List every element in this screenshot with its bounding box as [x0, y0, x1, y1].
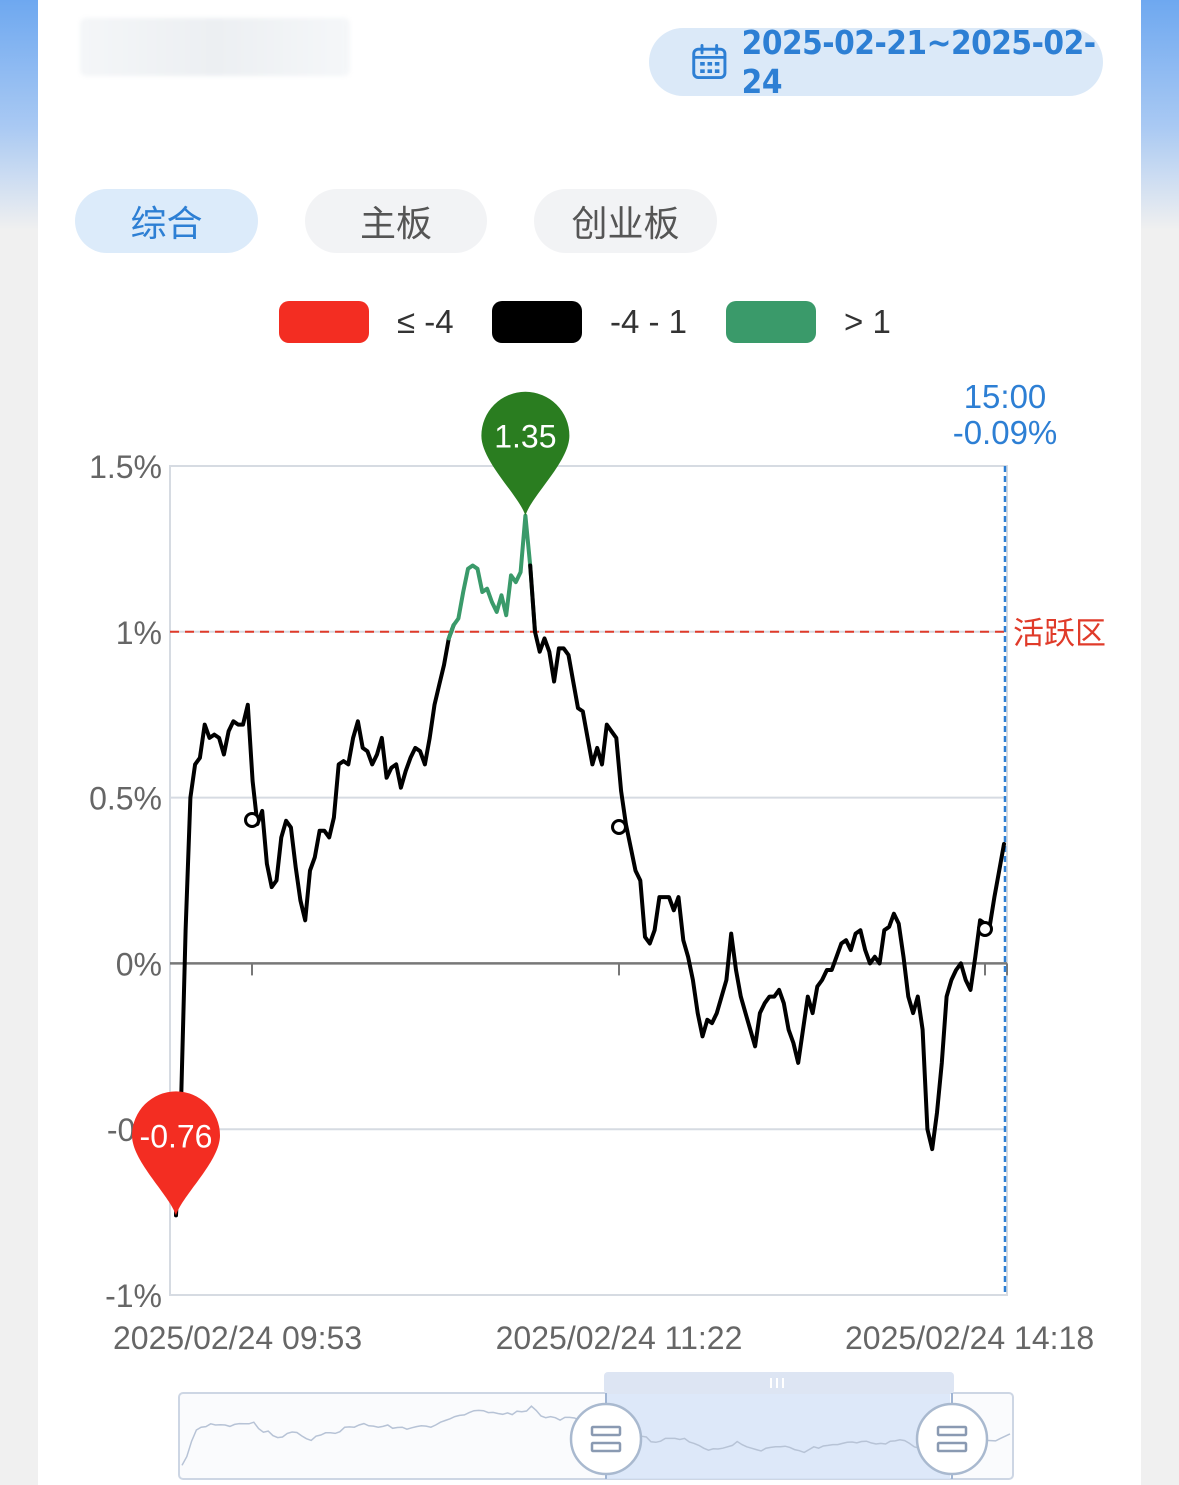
- max-marker-label: 1.35: [494, 419, 556, 455]
- calendar-icon: [692, 44, 727, 80]
- legend-swatch-red: [279, 301, 369, 343]
- series-line-active: [446, 513, 537, 641]
- handle-grip: [936, 1441, 968, 1453]
- date-range-text: 2025-02-21~2025-02-24: [741, 23, 1096, 101]
- legend-item-high[interactable]: > 1: [726, 300, 891, 344]
- max-marker-pin: [481, 391, 570, 516]
- legend-swatch-black: [492, 301, 582, 343]
- legend-label: -4 - 1: [610, 303, 688, 340]
- legend-item-low[interactable]: ≤ -4: [279, 300, 454, 344]
- legend-label: > 1: [844, 303, 891, 340]
- min-marker-pin: [132, 1091, 220, 1216]
- handle-grip: [590, 1441, 622, 1453]
- series-line-normal: [528, 563, 1006, 1152]
- tab-main-board[interactable]: 主板: [305, 189, 487, 253]
- y-tick-label: 1%: [116, 615, 162, 651]
- tab-composite[interactable]: 综合: [75, 189, 258, 253]
- active-zone-label: 活跃区: [1013, 616, 1106, 652]
- x-tick-label: 2025/02/24 09:53: [113, 1320, 362, 1356]
- point-marker: [977, 921, 993, 937]
- point-marker: [611, 819, 627, 835]
- blurred-title: [80, 18, 350, 76]
- min-marker-label: -0.76: [140, 1118, 213, 1154]
- series-line-normal: [174, 623, 456, 1218]
- y-tick-label: 0%: [116, 946, 162, 982]
- legend-item-mid[interactable]: -4 - 1: [492, 300, 687, 344]
- legend-label: ≤ -4: [397, 303, 454, 340]
- x-tick-label: 2025/02/24 11:22: [496, 1320, 743, 1356]
- x-tick-label: 2025/02/24 14:18: [845, 1320, 1094, 1356]
- y-tick-label: 0.5%: [89, 781, 162, 817]
- handle-grip: [936, 1425, 968, 1437]
- crosshair-value: -0.09%: [953, 414, 1058, 451]
- drag-handle-icon[interactable]: [569, 1402, 643, 1476]
- legend-swatch-green: [726, 301, 816, 343]
- y-tick-label: 1.5%: [89, 449, 162, 485]
- zoom-slider-selection: [606, 1393, 950, 1479]
- handle-grip: [590, 1425, 622, 1437]
- plot-frame: [169, 465, 1008, 1296]
- zoom-slider-bar: [604, 1372, 954, 1394]
- tab-chinext[interactable]: 创业板: [534, 189, 717, 253]
- y-tick-label: -1%: [105, 1278, 162, 1314]
- point-marker: [244, 812, 260, 828]
- drag-handle-icon[interactable]: [915, 1402, 989, 1476]
- date-range-picker[interactable]: 2025-02-21~2025-02-24: [649, 23, 1103, 101]
- crosshair-time: 15:00: [964, 378, 1047, 415]
